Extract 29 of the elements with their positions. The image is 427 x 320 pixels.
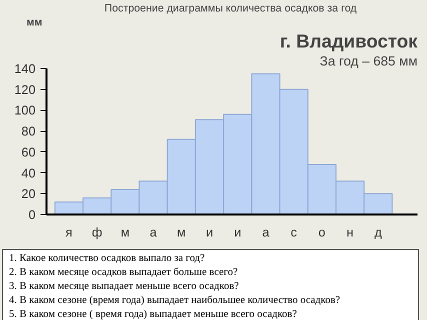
x-tick-label: а — [262, 226, 270, 240]
x-tick-label: д — [374, 226, 382, 240]
x-tick-label: ф — [92, 226, 102, 240]
x-tick-label: м — [177, 226, 186, 240]
text: 2. В каком месяце осадков выпадает больше всего? — [9, 266, 239, 280]
x-tick-label: н — [346, 226, 354, 240]
x-tick-label: а — [150, 226, 158, 240]
x-tick-label: м — [120, 226, 130, 240]
y-tick-label: 40 — [21, 166, 36, 180]
text: 5. В каком сезоне ( время года) выпадает меньше всего осадков? — [9, 308, 298, 320]
y-tick-label: 0 — [28, 208, 36, 222]
text: За год – 685 мм — [320, 54, 418, 68]
y-tick-label: 20 — [21, 187, 36, 202]
text: 4. В каком сезоне (время года) выпадает наибольшее количество осадков? — [9, 294, 340, 308]
x-tick-label: я — [66, 226, 72, 240]
x-tick-label: и — [234, 226, 242, 240]
y-axis-title: мм — [26, 16, 42, 28]
x-tick-label: и — [206, 226, 214, 240]
y-tick-label: 120 — [14, 82, 36, 97]
text: 3. В каком месяце выпадает меньше всего осадков? — [9, 280, 240, 294]
y-tick-label: 140 — [14, 62, 36, 76]
chart-title: Построение диаграммы количества осадков за год — [104, 2, 358, 14]
text: 1. Какое количество осадков выпало за год? — [9, 252, 206, 266]
x-tick-label: о — [318, 226, 326, 240]
chart-subtitle: г. Владивосток — [280, 30, 418, 52]
y-tick-label: 100 — [14, 104, 36, 118]
x-tick-label: с — [290, 226, 297, 240]
y-tick-label: 80 — [21, 124, 36, 139]
y-tick-label: 60 — [21, 145, 36, 160]
